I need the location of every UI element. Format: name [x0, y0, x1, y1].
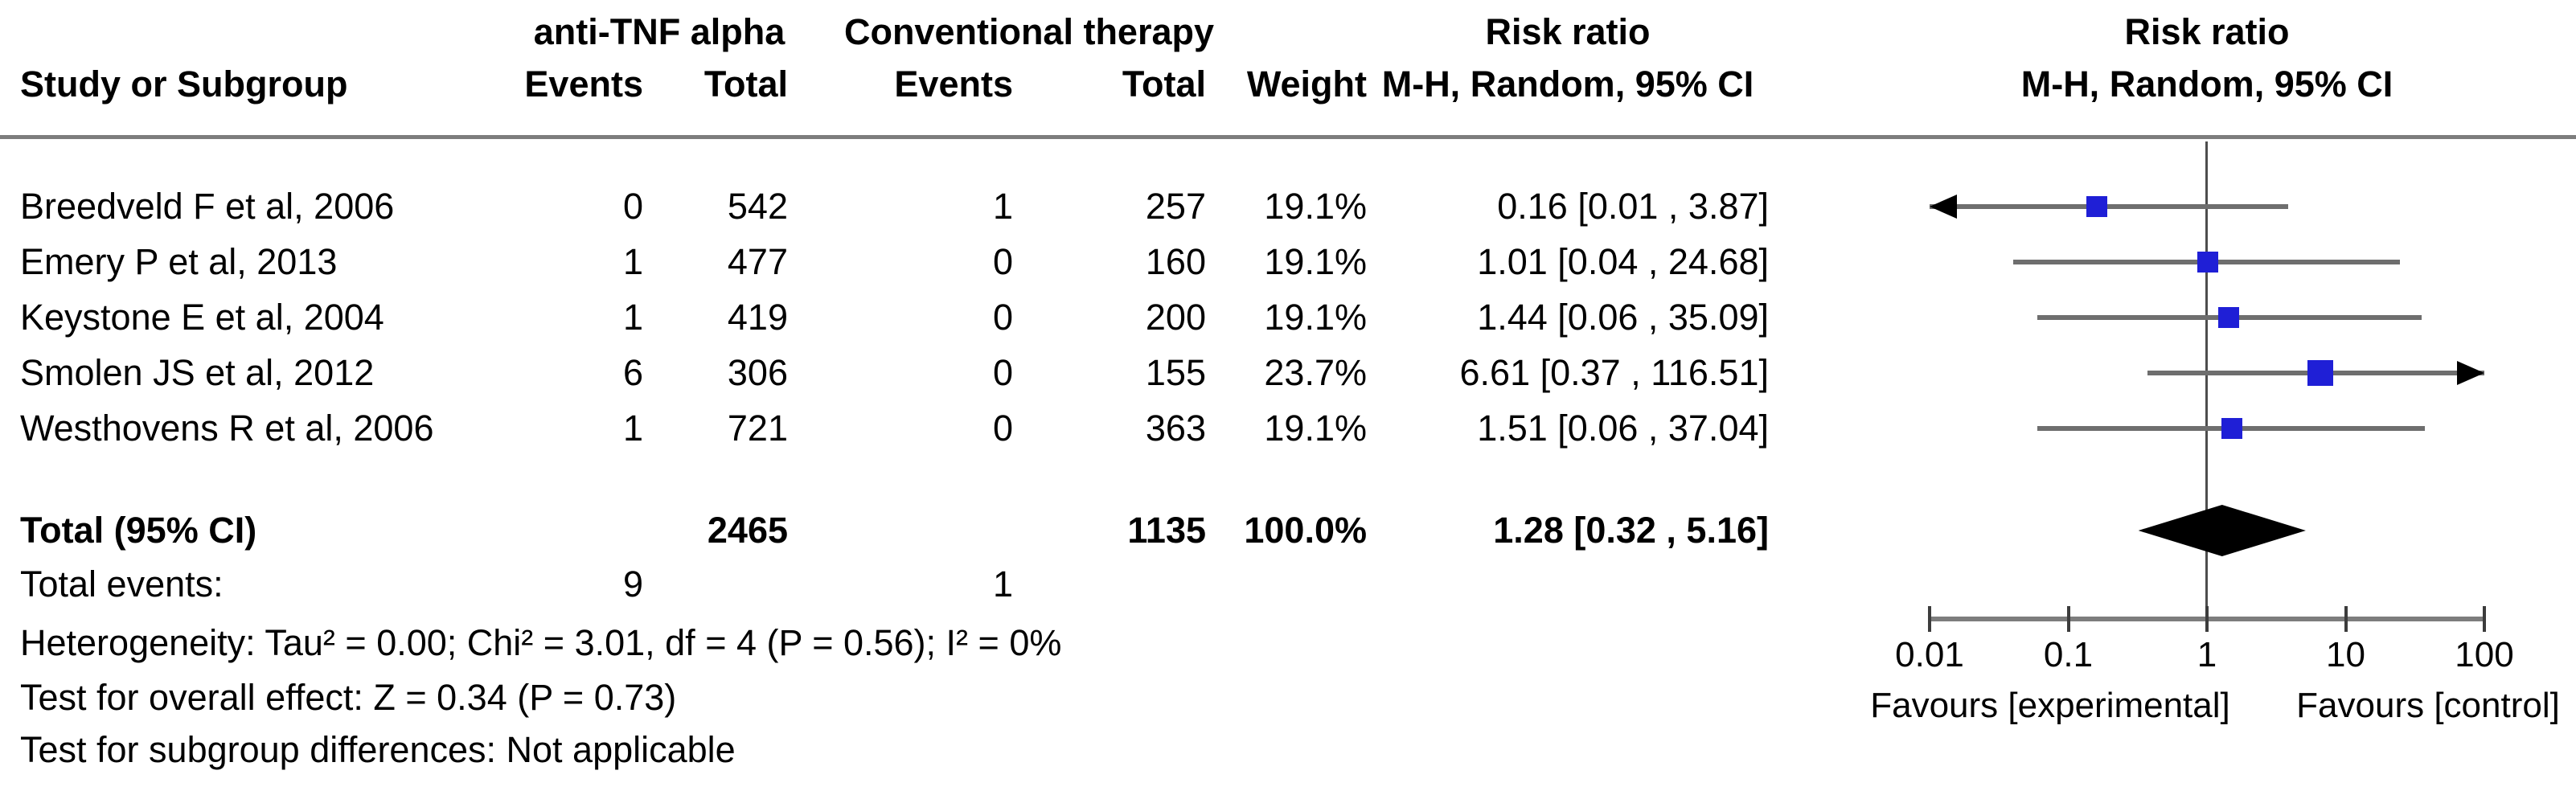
rr-ci-cell: 1.01 [0.04 , 24.68] — [1477, 241, 1769, 282]
weight-cell: 19.1% — [1264, 186, 1367, 227]
axis-tick-label: 0.1 — [2043, 635, 2094, 674]
total-label: Total (95% CI) — [20, 510, 257, 551]
subgroup-diff-note: Test for subgroup differences: Not appli… — [20, 729, 736, 770]
point-estimate-marker — [2218, 307, 2240, 328]
col-header-study: Study or Subgroup — [20, 64, 348, 105]
col-header-total-experimental: Total — [703, 64, 788, 105]
favours-control-label: Favours [control] — [2296, 686, 2560, 725]
col-header-weight: Weight — [1246, 64, 1367, 105]
col-header-events-experimental: Events — [524, 64, 643, 105]
axis-tick-label: 100 — [2455, 635, 2514, 674]
total-control-cell: 363 — [1145, 408, 1206, 449]
ci-line — [1930, 204, 2289, 209]
axis-tick-label: 1 — [2197, 635, 2217, 674]
header-group-experimental: anti-TNF alpha — [533, 11, 786, 52]
total-control-cell: 160 — [1145, 241, 1206, 282]
study-name: Emery P et al, 2013 — [20, 241, 338, 282]
axis-tick — [2205, 606, 2209, 632]
col-header-events-control: Events — [894, 64, 1013, 105]
events-experimental-cell: 6 — [622, 352, 643, 393]
events-control-cell: 0 — [992, 352, 1013, 393]
total-events-experimental: 9 — [622, 564, 643, 605]
heterogeneity-note: Heterogeneity: Tau² = 0.00; Chi² = 3.01,… — [20, 622, 1062, 663]
axis-tick — [2344, 606, 2348, 632]
total-experimental-cell: 419 — [727, 297, 788, 338]
pooled-diamond — [2138, 505, 2306, 556]
point-estimate-marker — [2197, 252, 2218, 273]
study-name: Breedveld F et al, 2006 — [20, 186, 395, 227]
total-rr-ci: 1.28 [0.32 , 5.16] — [1493, 510, 1769, 551]
weight-cell: 19.1% — [1264, 408, 1367, 449]
total-experimental-cell: 721 — [727, 408, 788, 449]
total-experimental-cell: 306 — [727, 352, 788, 393]
rr-ci-cell: 6.61 [0.37 , 116.51] — [1459, 352, 1769, 393]
study-name: Keystone E et al, 2004 — [20, 297, 384, 338]
total-control-cell: 257 — [1145, 186, 1206, 227]
header-risk-ratio-text: Risk ratio — [1485, 11, 1651, 52]
col-header-method-plot: M-H, Random, 95% CI — [2020, 64, 2393, 105]
axis-tick — [2066, 606, 2070, 632]
rr-ci-cell: 0.16 [0.01 , 3.87] — [1497, 186, 1769, 227]
events-experimental-cell: 1 — [622, 297, 643, 338]
axis-tick — [2483, 606, 2486, 632]
total-events-control: 1 — [992, 564, 1013, 605]
events-control-cell: 0 — [992, 297, 1013, 338]
events-control-cell: 0 — [992, 241, 1013, 282]
total-experimental: 2465 — [707, 510, 788, 551]
col-header-total-control: Total — [1122, 64, 1206, 105]
study-name: Smolen JS et al, 2012 — [20, 352, 375, 393]
events-experimental-cell: 1 — [622, 408, 643, 449]
ci-arrow-left-icon — [1930, 195, 1957, 219]
header-divider — [0, 135, 2576, 139]
events-experimental-cell: 0 — [622, 186, 643, 227]
point-estimate-marker — [2307, 360, 2334, 386]
total-events-label: Total events: — [20, 564, 224, 605]
events-control-cell: 1 — [992, 186, 1013, 227]
axis-tick — [1928, 606, 1931, 632]
header-risk-ratio-plot: Risk ratio — [2124, 11, 2290, 52]
point-estimate-marker — [2221, 418, 2242, 439]
total-control-cell: 200 — [1145, 297, 1206, 338]
axis-tick-label: 10 — [2326, 635, 2365, 674]
total-experimental-cell: 542 — [727, 186, 788, 227]
ci-arrow-right-icon — [2457, 361, 2484, 385]
study-name: Westhovens R et al, 2006 — [20, 408, 434, 449]
overall-effect-note: Test for overall effect: Z = 0.34 (P = 0… — [20, 677, 677, 718]
total-weight: 100.0% — [1244, 510, 1367, 551]
weight-cell: 19.1% — [1264, 241, 1367, 282]
axis-tick-label: 0.01 — [1895, 635, 1964, 674]
weight-cell: 19.1% — [1264, 297, 1367, 338]
header-group-control: Conventional therapy — [843, 11, 1215, 52]
events-experimental-cell: 1 — [622, 241, 643, 282]
point-estimate-marker — [2086, 196, 2107, 217]
total-experimental-cell: 477 — [727, 241, 788, 282]
rr-ci-cell: 1.51 [0.06 , 37.04] — [1477, 408, 1769, 449]
favours-experimental-label: Favours [experimental] — [1870, 686, 2230, 725]
total-control: 1135 — [1127, 510, 1206, 551]
rr-ci-cell: 1.44 [0.06 , 35.09] — [1477, 297, 1769, 338]
events-control-cell: 0 — [992, 408, 1013, 449]
no-effect-line — [2205, 141, 2208, 621]
weight-cell: 23.7% — [1264, 352, 1367, 393]
total-control-cell: 155 — [1145, 352, 1206, 393]
col-header-method-text: M-H, Random, 95% CI — [1381, 64, 1754, 105]
